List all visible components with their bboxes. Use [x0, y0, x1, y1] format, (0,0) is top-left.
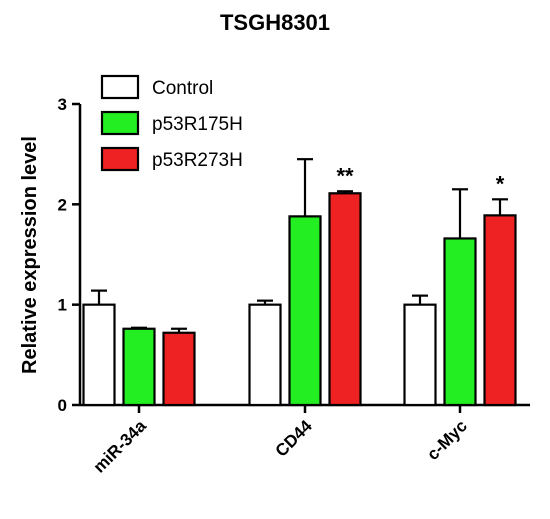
bar-p53R175H-CD44	[288, 215, 322, 407]
legend-swatch	[100, 110, 140, 136]
chart-title: TSGH8301	[220, 10, 330, 35]
bar-p53R273H-CD44	[328, 192, 362, 407]
bars: ** *	[82, 158, 517, 407]
bar-Control-miR-34a	[82, 303, 116, 407]
legend-label: p53R175H	[152, 114, 243, 135]
bar-p53R175H-miR-34a	[122, 327, 156, 407]
x-tick-label: c-Myc	[423, 416, 471, 464]
legend-swatch	[100, 74, 140, 100]
legend-label: p53R273H	[152, 150, 243, 171]
y-tick-label: 2	[58, 195, 67, 214]
legend-swatch	[100, 146, 140, 172]
significance-label: **	[336, 163, 354, 188]
y-axis-label: Relative expression level	[19, 136, 41, 374]
y-tick-label: 3	[58, 95, 67, 114]
x-tick-label: CD44	[272, 416, 317, 461]
significance-label: *	[496, 171, 505, 196]
bar-Control-c-Myc	[403, 303, 437, 407]
y-tick-label: 1	[58, 296, 67, 315]
bar-p53R273H-c-Myc	[483, 214, 517, 407]
bar-p53R273H-miR-34a	[162, 331, 196, 407]
legend-label: Control	[152, 78, 213, 99]
y-tick-label: 0	[58, 396, 67, 415]
bar-Control-CD44	[248, 303, 282, 407]
legend: Control p53R175H p53R273H	[100, 74, 243, 172]
x-tick-label: miR-34a	[90, 416, 151, 477]
bar-p53R175H-c-Myc	[443, 237, 477, 407]
